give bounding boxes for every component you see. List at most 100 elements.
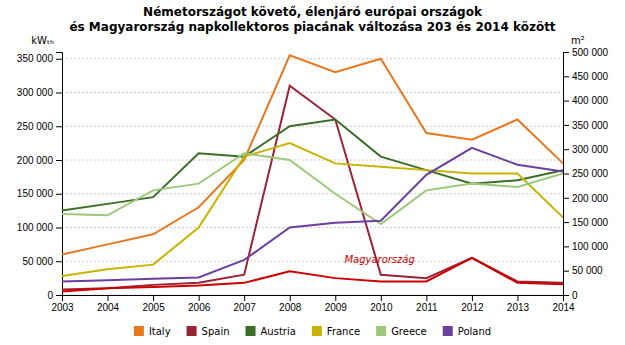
legend-label: Poland bbox=[458, 326, 491, 337]
legend-item: Spain bbox=[187, 326, 230, 337]
tick-mark bbox=[56, 194, 62, 195]
legend-label: France bbox=[327, 326, 360, 337]
tick-label: 50 000 bbox=[22, 256, 53, 267]
legend-swatch bbox=[134, 326, 144, 336]
grid-line bbox=[62, 261, 563, 262]
tick: 0 bbox=[563, 290, 578, 301]
legend-item: France bbox=[312, 326, 360, 337]
tick-mark bbox=[563, 198, 569, 199]
legend-item: Greece bbox=[376, 326, 427, 337]
tick-mark bbox=[563, 149, 569, 150]
tick-mark bbox=[56, 261, 62, 262]
tick-mark bbox=[517, 295, 518, 301]
tick-mark bbox=[56, 295, 62, 296]
legend-swatch bbox=[246, 326, 256, 336]
tick-mark bbox=[563, 52, 569, 53]
tick: 2004 bbox=[97, 295, 120, 313]
legend-item: Poland bbox=[443, 326, 491, 337]
tick-label: 2005 bbox=[142, 302, 165, 313]
tick-label: 250 000 bbox=[572, 168, 609, 179]
tick-mark bbox=[199, 295, 200, 301]
tick-mark bbox=[472, 295, 473, 301]
series-line bbox=[62, 143, 563, 276]
tick-mark bbox=[56, 160, 62, 161]
tick: 450 000 bbox=[563, 71, 609, 82]
tick-mark bbox=[335, 295, 336, 301]
tick: 300 000 bbox=[17, 87, 62, 98]
tick-mark bbox=[563, 76, 569, 77]
tick-label: 2013 bbox=[507, 302, 530, 313]
tick-label: 2006 bbox=[188, 302, 211, 313]
tick-mark bbox=[563, 222, 569, 223]
tick: 2007 bbox=[234, 295, 257, 313]
axis-line bbox=[63, 296, 564, 302]
tick-label: 300 000 bbox=[17, 87, 54, 98]
x-axis: 2003200420052006200720082009201020112012… bbox=[51, 295, 575, 313]
tick-label: 300 000 bbox=[572, 144, 609, 155]
lines bbox=[62, 55, 563, 291]
tick-label: 0 bbox=[47, 290, 53, 301]
grid-line bbox=[62, 227, 563, 228]
tick: 2005 bbox=[142, 295, 165, 313]
tick-label: 150 000 bbox=[17, 188, 54, 199]
tick: 350 000 bbox=[17, 53, 62, 64]
tick-mark bbox=[563, 101, 569, 102]
tick-label: 200 000 bbox=[572, 193, 609, 204]
legend-swatch bbox=[187, 326, 197, 336]
legend-item: Austria bbox=[246, 326, 296, 337]
tick-mark bbox=[244, 295, 245, 301]
legend-label: Greece bbox=[391, 326, 427, 337]
tick: 200 000 bbox=[17, 155, 62, 166]
tick-label: 2004 bbox=[97, 302, 120, 313]
tick: 150 000 bbox=[17, 188, 62, 199]
tick: 2013 bbox=[507, 295, 530, 313]
tick: 500 000 bbox=[563, 47, 609, 58]
tick-label: 500 000 bbox=[572, 47, 609, 58]
legend-swatch bbox=[312, 326, 322, 336]
tick-label: 2011 bbox=[416, 302, 438, 313]
tick-mark bbox=[563, 271, 569, 272]
tick: 350 000 bbox=[563, 120, 609, 131]
tick-label: 150 000 bbox=[572, 217, 609, 228]
tick-label: 350 000 bbox=[17, 53, 54, 64]
series-line bbox=[62, 86, 563, 290]
tick-mark bbox=[56, 228, 62, 229]
y-axis: 0 50 000 100 000 150 000 200 000 250 000 300 0… bbox=[17, 53, 63, 301]
title: Németországot követő, élenjáró európai o… bbox=[69, 5, 555, 34]
tick-label: 250 000 bbox=[17, 121, 54, 132]
tick-mark bbox=[108, 295, 109, 301]
tick-label: 0 bbox=[572, 290, 578, 301]
tick-mark bbox=[563, 125, 569, 126]
tick-mark bbox=[153, 295, 154, 301]
y2-axis: 0 50 000 100 000 150 000 200 000 250 000 300 0… bbox=[563, 47, 609, 301]
legend: ItalySpainAustriaFranceGreecePoland bbox=[134, 326, 491, 337]
tick-label: 350 000 bbox=[572, 120, 609, 131]
chart: 2003200420052006200720082009201020112012… bbox=[0, 0, 625, 345]
tick: 100 000 bbox=[563, 241, 609, 252]
grid-line bbox=[62, 126, 563, 127]
tick: 2008 bbox=[279, 295, 302, 313]
tick-mark bbox=[381, 295, 382, 301]
tick-mark bbox=[56, 93, 62, 94]
tick-mark bbox=[56, 59, 62, 60]
grid-line bbox=[62, 193, 563, 194]
tick-label: 100 000 bbox=[572, 241, 609, 252]
tick: 50 000 bbox=[563, 265, 603, 276]
tick-label: 2010 bbox=[370, 302, 393, 313]
series-line bbox=[62, 258, 563, 292]
grid-line bbox=[62, 92, 563, 93]
tick: 250 000 bbox=[17, 121, 62, 132]
legend-label: Austria bbox=[261, 326, 296, 337]
plot: 2003200420052006200720082009201020112012… bbox=[17, 47, 609, 313]
tick: 0 bbox=[47, 290, 62, 301]
tick: 2012 bbox=[461, 295, 484, 313]
tick-label: 2014 bbox=[552, 302, 575, 313]
tick: 250 000 bbox=[563, 168, 609, 179]
tick: 400 000 bbox=[563, 95, 609, 106]
grid bbox=[62, 59, 563, 295]
axis-line bbox=[564, 53, 570, 296]
legend-label: Spain bbox=[202, 326, 230, 337]
tick-label: 100 000 bbox=[17, 222, 54, 233]
tick-mark bbox=[426, 295, 427, 301]
tick-label: 200 000 bbox=[17, 155, 54, 166]
